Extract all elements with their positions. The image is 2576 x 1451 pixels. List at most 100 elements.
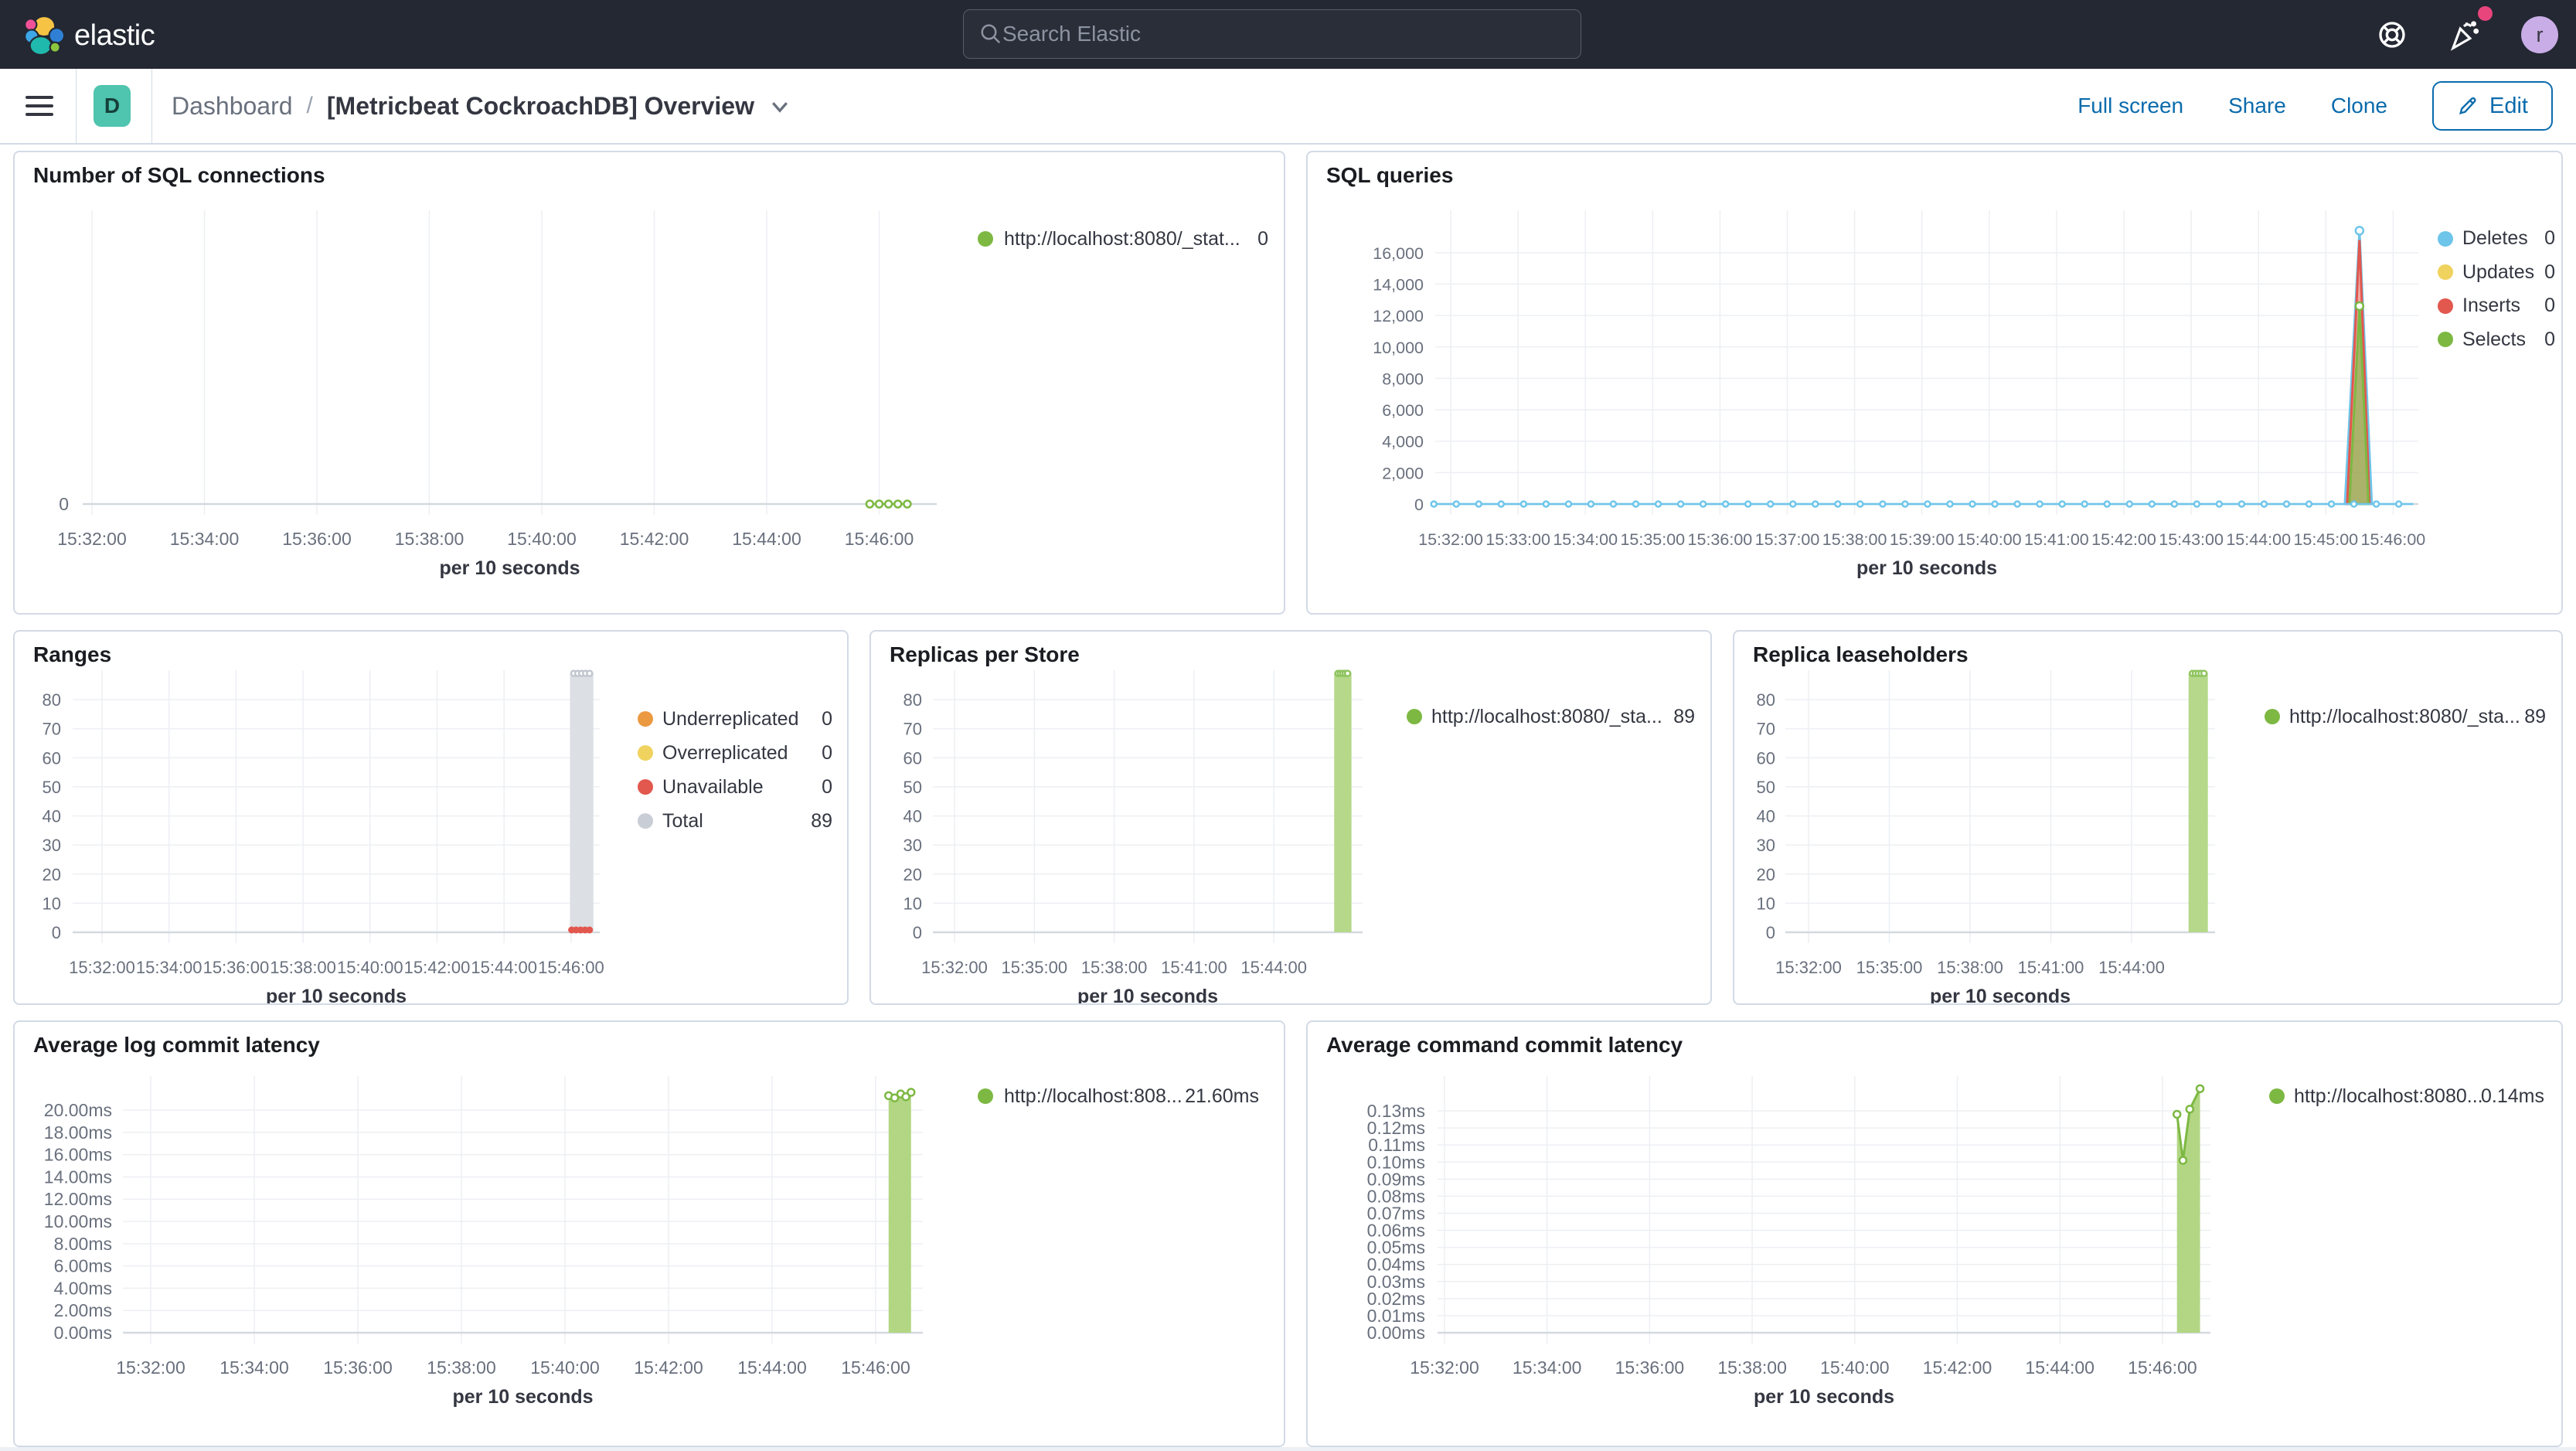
series-deletes[interactable] [1430,500,2414,508]
y-tick-label: 60 [1757,748,1775,768]
legend-value: 0 [822,707,832,730]
y-tick-label: 14,000 [1373,276,1424,295]
full-screen-button[interactable]: Full screen [2077,94,2184,118]
search-input[interactable] [1002,22,1565,46]
data-point-marker [1721,500,1730,508]
series-http-localhost-8080-stat[interactable] [865,499,912,509]
legend-item-underreplicated[interactable]: Underreplicated 0 [638,702,832,736]
chart-canvas[interactable]: 15:32:00 15:34:00 15:36:00 15:38:00 15:40:00… [15,632,847,1003]
data-point-marker [2013,500,2021,508]
legend-item-http-localhost-8080-stat[interactable]: http://localhost:8080/_stat... 0 [978,222,1268,256]
elastic-logo[interactable]: elastic [23,15,155,56]
data-point-marker [865,499,875,509]
data-point-marker [1789,500,1797,508]
data-point-marker [1609,500,1618,508]
help-button[interactable] [2369,0,2415,69]
share-button[interactable]: Share [2228,94,2286,118]
legend-item-overreplicated[interactable]: Overreplicated 0 [638,736,832,770]
chart-canvas[interactable]: 15:32:00 15:34:00 15:36:00 15:38:00 15:40:00… [15,1022,1284,1446]
user-avatar[interactable]: r [2521,16,2558,53]
legend-item-updates[interactable]: Updates 0 [2438,256,2555,290]
x-tick-label: 15:45:00 [2293,530,2358,549]
toolbar-divider [76,69,77,143]
chart-canvas[interactable]: 15:32:00 15:35:00 15:38:00 15:41:00 15:44:00… [1734,632,2561,1003]
y-tick-label: 0.09ms [1367,1169,1425,1189]
legend-item-inserts[interactable]: Inserts 0 [2438,289,2555,323]
legend-item-total[interactable]: Total 89 [638,804,832,838]
data-point-marker [1924,500,1931,508]
legend-label: http://localhost:8080/_sta... [2289,705,2520,727]
chart-canvas[interactable]: 15:32:00 15:34:00 15:36:00 15:38:00 15:40:00… [15,152,1284,613]
panel-title: SQL queries [1326,163,1454,187]
data-point-marker [1969,500,1976,508]
data-point-marker [2172,1109,2182,1119]
data-point-marker [1632,500,1640,508]
legend-dot [2438,230,2453,247]
data-point-marker [1452,500,1461,508]
legend-item-selects[interactable]: Selects 0 [2438,323,2555,357]
legend-item-deletes[interactable]: Deletes 0 [2438,222,2555,256]
y-tick-label: 20 [1757,865,1775,884]
legend-item-http-localhost-8080-sta[interactable]: http://localhost:8080/_sta... 89 [1407,700,1695,734]
x-tick-label: 15:40:00 [530,1357,600,1378]
x-tick-label: 15:42:00 [404,958,471,977]
y-tick-label: 16.00ms [44,1145,112,1165]
chart-legend: http://localhost:8080/_sta... 89 [1407,700,1695,734]
legend-value: 0 [2544,261,2555,283]
search-icon [981,24,1001,44]
y-tick-label: 0.08ms [1367,1186,1425,1206]
y-tick-label: 10 [903,894,922,913]
y-tick-label: 50 [903,778,922,797]
legend-dot [1407,709,1422,724]
series-http-localhost-8080-sta[interactable] [2188,669,2208,932]
x-tick-label: 15:39:00 [1890,530,1955,549]
x-tick-label: 15:44:00 [471,958,537,977]
legend-label: Inserts [2462,295,2521,317]
legend-item-http-localhost-8080[interactable]: http://localhost:8080... 0.14ms [2269,1079,2544,1113]
x-tick-label: 15:32:00 [1410,1357,1479,1378]
data-point-marker [2394,500,2403,508]
chart-canvas[interactable]: 15:32:00 15:33:00 15:34:00 15:35:00 15:36:00… [1308,152,2561,613]
data-point-marker [2327,500,2336,508]
y-tick-label: 0.07ms [1367,1203,1425,1223]
series-unavailable[interactable] [568,926,594,934]
data-point-marker [2354,226,2365,236]
x-tick-label: 15:46:00 [538,958,604,977]
panel-title: Replicas per Store [890,642,1080,666]
legend-item-http-localhost-808[interactable]: http://localhost:808... 21.60ms [978,1079,1259,1113]
legend-value: 0.14ms [2481,1085,2544,1107]
series-http-localhost-808[interactable] [884,1088,916,1333]
data-point-marker [586,926,594,934]
data-point-marker [2103,500,2111,508]
data-point-marker [1834,500,1842,508]
newsfeed-button[interactable] [2441,0,2487,69]
panel-title: Ranges [33,642,112,666]
menu-button[interactable] [26,90,58,121]
x-tick-label: 15:46:00 [2361,530,2426,549]
edit-button[interactable]: Edit [2432,81,2553,131]
breadcrumb-dashboard-link[interactable]: Dashboard [172,91,293,120]
data-point-marker [1519,500,1528,508]
chart-canvas[interactable]: 15:32:00 15:35:00 15:38:00 15:41:00 15:44:00… [871,632,1710,1003]
global-search[interactable] [963,9,1581,59]
legend-label: http://localhost:8080/_stat... [1004,227,1240,250]
legend-dot [638,745,653,761]
y-tick-label: 80 [903,690,922,710]
legend-item-unavailable[interactable]: Unavailable 0 [638,770,832,804]
series-http-localhost-8080-sta[interactable] [1334,669,1352,932]
x-tick-label: 15:38:00 [1717,1357,1787,1378]
legend-item-http-localhost-8080-sta[interactable]: http://localhost:8080/_sta... 89 [2265,700,2546,734]
space-badge[interactable]: D [94,85,131,127]
chevron-down-icon[interactable] [768,94,791,118]
x-tick-label: 15:44:00 [732,529,801,549]
legend-dot [2438,264,2453,281]
data-point-marker [1856,500,1864,508]
series-total[interactable] [570,669,594,932]
x-tick-label: 15:37:00 [1755,530,1820,549]
clone-button[interactable]: Clone [2330,94,2388,118]
chart-canvas[interactable]: 15:32:00 15:34:00 15:36:00 15:38:00 15:40:00… [1308,1022,2561,1446]
x-tick-label: 15:38:00 [1081,958,1148,977]
series-http-localhost-8080[interactable] [2172,1084,2205,1333]
data-point-marker [1654,500,1662,508]
chart-legend: http://localhost:808... 21.60ms [978,1079,1259,1113]
